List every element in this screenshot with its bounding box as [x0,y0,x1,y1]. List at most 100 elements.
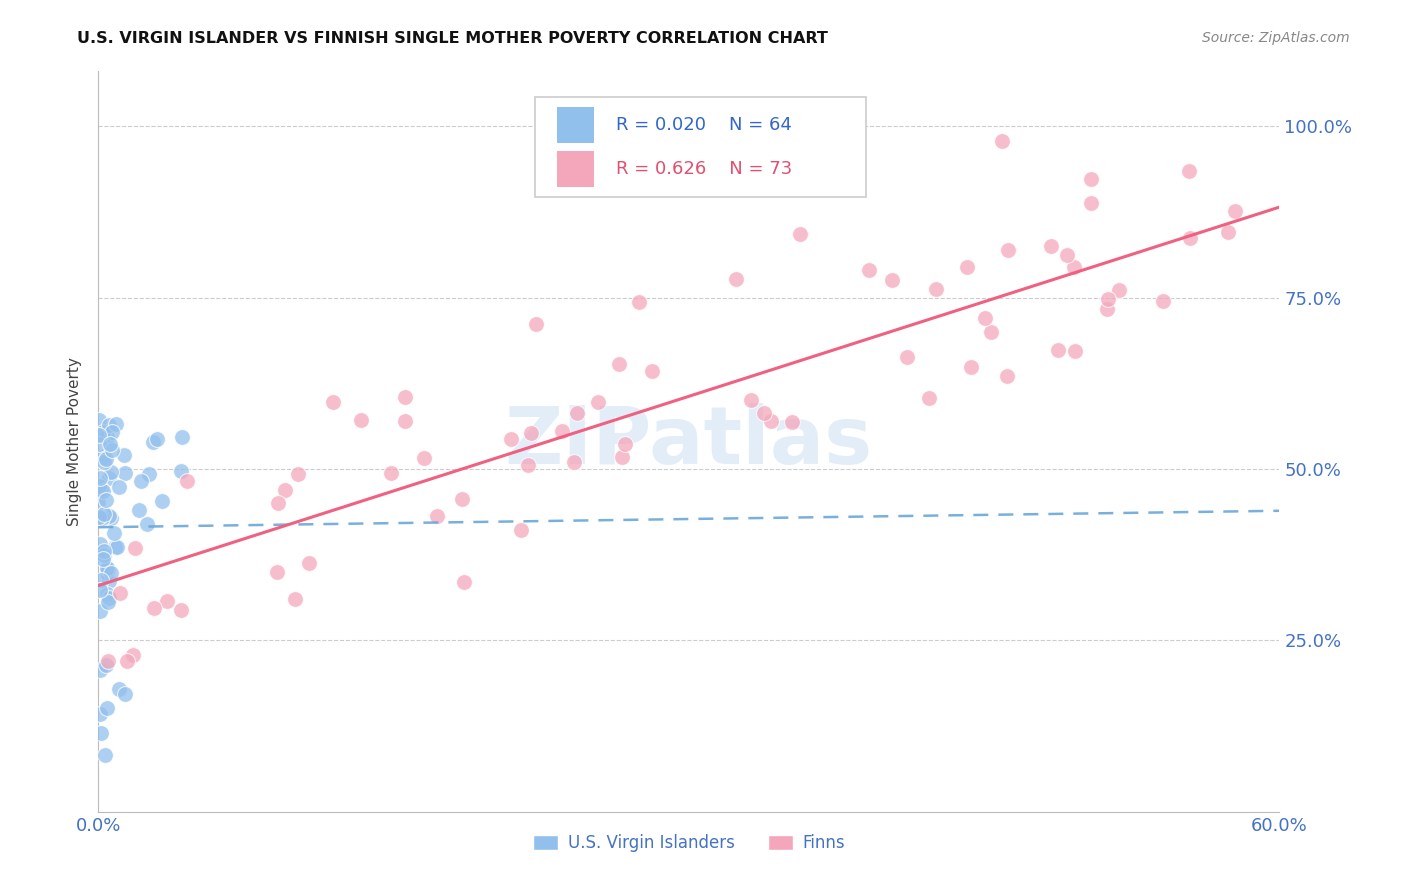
Point [87,495,110,509]
Point [91,425,114,439]
Point [453,574,475,589]
Point [959,359,981,374]
Point [980,325,1002,339]
Point [394,390,416,404]
Point [172,430,194,444]
Point [509,523,531,537]
Point [100,566,122,581]
Point [108,480,131,494]
Point [156,594,179,608]
Point [298,556,321,570]
Point [114,466,136,480]
Point [1223,203,1246,218]
Point [96,430,118,444]
Point [90,725,112,739]
Point [394,414,416,428]
Text: R = 0.626    N = 73: R = 0.626 N = 73 [616,161,792,178]
Point [89,604,111,618]
Point [112,448,135,462]
Point [89,412,111,426]
Point [138,467,160,481]
Point [135,517,157,532]
Point [114,687,136,701]
Point [93,552,115,566]
Y-axis label: Single Mother Poverty: Single Mother Poverty [67,357,83,526]
Point [170,464,193,478]
Point [100,465,122,479]
Point [1063,260,1085,274]
Point [322,395,344,409]
Point [145,432,167,446]
Point [124,541,146,556]
Point [89,428,111,442]
Point [780,415,803,429]
Point [90,573,112,587]
Point [96,561,118,575]
Point [858,263,880,277]
Text: Source: ZipAtlas.com: Source: ZipAtlas.com [1202,31,1350,45]
Point [562,454,585,468]
Point [607,357,630,371]
Point [451,491,474,506]
Point [551,424,574,438]
Point [100,442,122,457]
Point [93,507,115,521]
Point [1080,172,1102,186]
Point [98,436,121,450]
Point [97,654,120,668]
Point [89,583,111,598]
Point [89,707,111,722]
Point [94,452,117,467]
Point [142,435,165,450]
Point [115,654,138,668]
Point [586,394,609,409]
Point [128,503,150,517]
Point [1046,343,1069,357]
Point [89,471,111,485]
Point [93,543,115,558]
Point [1064,344,1087,359]
Legend: U.S. Virgin Islanders, Finns: U.S. Virgin Islanders, Finns [526,828,852,859]
Point [789,227,811,242]
Point [925,282,948,296]
Point [89,537,111,551]
Point [835,119,858,133]
Point [628,295,651,310]
Point [94,493,117,508]
Point [89,664,111,678]
Text: R = 0.020    N = 64: R = 0.020 N = 64 [616,116,792,135]
Point [918,391,941,405]
Point [266,565,288,579]
Point [91,483,114,498]
Point [90,511,112,525]
Point [100,511,122,525]
Point [610,450,633,464]
Point [121,648,143,662]
Point [93,455,115,469]
Point [1308,187,1330,202]
Point [1056,248,1078,262]
Point [350,413,373,427]
Point [752,406,775,420]
Point [882,273,904,287]
Point [170,603,193,617]
Point [517,458,540,472]
Point [565,406,588,420]
Point [94,747,117,762]
Point [413,451,436,466]
Point [499,432,522,446]
Point [614,436,637,450]
Point [520,426,543,441]
Point [90,483,112,497]
Point [956,260,979,275]
Point [129,474,152,488]
Point [1152,293,1174,308]
Point [990,134,1012,148]
Point [524,317,547,331]
Point [1097,292,1119,306]
Point [176,474,198,488]
Point [426,508,449,523]
Point [974,311,997,326]
Text: U.S. VIRGIN ISLANDER VS FINNISH SINGLE MOTHER POVERTY CORRELATION CHART: U.S. VIRGIN ISLANDER VS FINNISH SINGLE M… [77,31,828,46]
Point [104,541,127,555]
